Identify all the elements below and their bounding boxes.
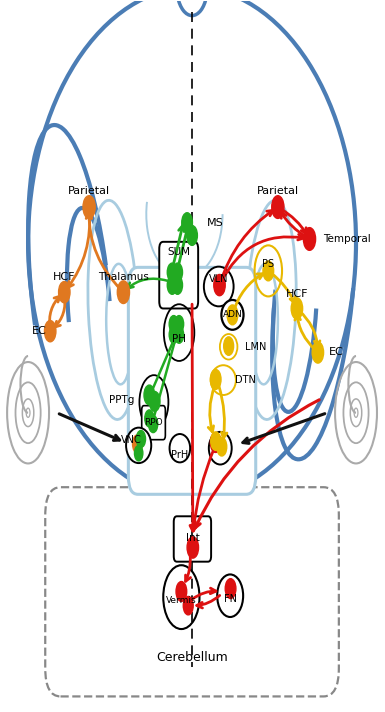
- Circle shape: [187, 537, 199, 558]
- Text: Thalamus: Thalamus: [98, 271, 149, 281]
- Circle shape: [227, 305, 238, 325]
- Circle shape: [136, 431, 146, 447]
- Ellipse shape: [221, 300, 244, 330]
- Ellipse shape: [126, 428, 151, 463]
- FancyBboxPatch shape: [45, 487, 339, 696]
- Text: PH: PH: [172, 334, 186, 344]
- Ellipse shape: [28, 0, 356, 498]
- Text: Int: Int: [186, 533, 200, 543]
- Circle shape: [174, 315, 184, 333]
- Text: Parietal: Parietal: [68, 187, 110, 197]
- Text: VLN: VLN: [209, 274, 228, 284]
- Ellipse shape: [163, 565, 199, 629]
- Text: HCF: HCF: [53, 271, 75, 281]
- Text: PS: PS: [262, 258, 275, 269]
- Text: EC: EC: [329, 347, 344, 357]
- Text: PPTg: PPTg: [109, 395, 134, 405]
- Text: ADN: ADN: [223, 310, 242, 320]
- FancyBboxPatch shape: [174, 516, 211, 562]
- Circle shape: [211, 432, 221, 450]
- Circle shape: [172, 276, 182, 294]
- Circle shape: [149, 416, 158, 433]
- FancyBboxPatch shape: [159, 242, 198, 308]
- Ellipse shape: [211, 365, 236, 395]
- FancyBboxPatch shape: [128, 267, 256, 494]
- Circle shape: [169, 326, 178, 343]
- Text: PrH: PrH: [171, 449, 189, 459]
- Circle shape: [217, 438, 227, 456]
- Circle shape: [263, 261, 274, 281]
- Text: EC: EC: [32, 326, 47, 336]
- Text: Parietal: Parietal: [257, 187, 299, 197]
- Text: VNC: VNC: [121, 436, 141, 446]
- Circle shape: [169, 315, 178, 333]
- Text: FN: FN: [224, 595, 237, 604]
- Circle shape: [149, 392, 160, 412]
- Circle shape: [167, 263, 177, 281]
- Text: RPO: RPO: [145, 418, 163, 427]
- Circle shape: [132, 435, 142, 453]
- Ellipse shape: [220, 334, 238, 360]
- Text: DTN: DTN: [235, 375, 256, 385]
- Text: LMN: LMN: [245, 342, 267, 352]
- Circle shape: [172, 263, 182, 281]
- Circle shape: [59, 281, 70, 303]
- Text: MS: MS: [207, 218, 224, 228]
- Circle shape: [291, 298, 303, 319]
- Circle shape: [272, 196, 284, 219]
- Circle shape: [134, 446, 143, 461]
- Text: Vermis: Vermis: [166, 596, 197, 605]
- Circle shape: [167, 276, 177, 294]
- Circle shape: [182, 213, 192, 233]
- Ellipse shape: [209, 432, 232, 464]
- Wedge shape: [178, 0, 206, 16]
- Circle shape: [225, 579, 236, 599]
- FancyBboxPatch shape: [142, 406, 165, 440]
- Circle shape: [145, 410, 154, 427]
- Ellipse shape: [169, 434, 190, 462]
- Circle shape: [210, 433, 221, 452]
- Circle shape: [45, 320, 56, 342]
- Circle shape: [183, 597, 193, 615]
- Text: Temporal: Temporal: [323, 234, 371, 244]
- Circle shape: [312, 342, 324, 363]
- Circle shape: [187, 226, 198, 246]
- Ellipse shape: [217, 575, 243, 617]
- Circle shape: [144, 385, 155, 405]
- Circle shape: [224, 337, 234, 355]
- Text: HCF: HCF: [286, 288, 308, 298]
- Circle shape: [303, 228, 316, 251]
- Text: SUM: SUM: [167, 247, 191, 257]
- Ellipse shape: [204, 266, 234, 306]
- Circle shape: [174, 326, 184, 343]
- Circle shape: [117, 281, 129, 303]
- Circle shape: [83, 196, 95, 219]
- Circle shape: [210, 370, 221, 389]
- Circle shape: [214, 274, 225, 295]
- Circle shape: [176, 582, 187, 602]
- Text: Cerebellum: Cerebellum: [156, 651, 228, 664]
